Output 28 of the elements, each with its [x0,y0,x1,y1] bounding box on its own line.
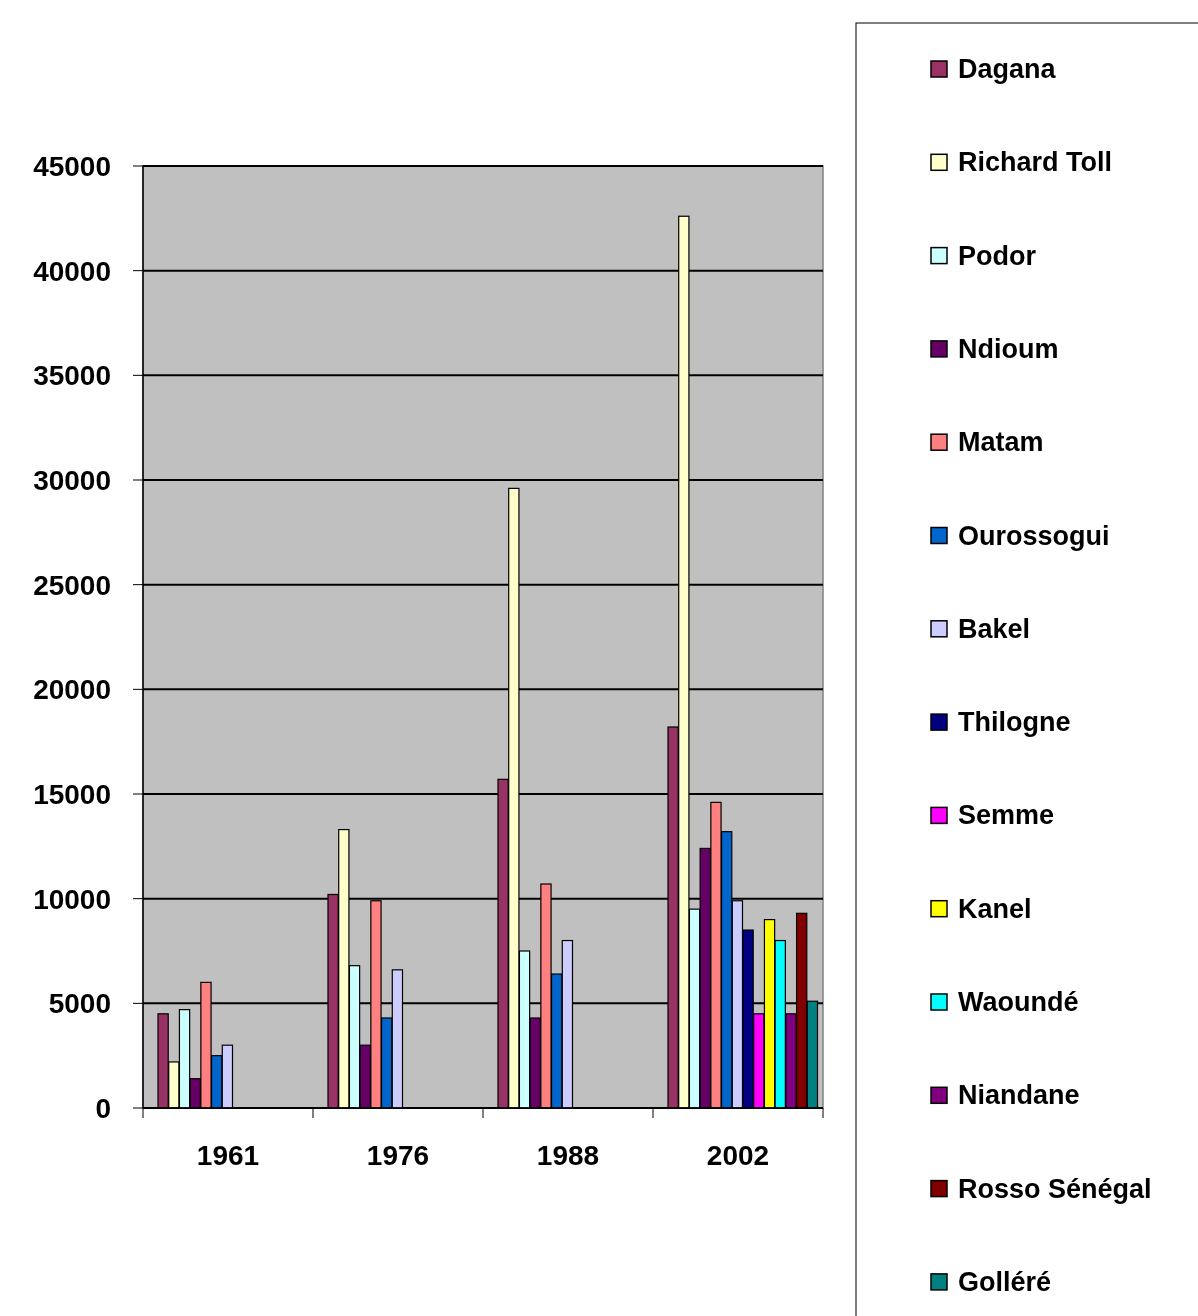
legend-label: Podor [958,240,1037,271]
legend-label: Ndioum [958,333,1059,364]
y-tick-label: 40000 [33,255,111,287]
x-tick-label: 1961 [196,1140,260,1171]
y-tick-label: 0 [95,1093,111,1124]
y-tick-label: 30000 [33,465,111,496]
legend-label: Bakel [958,613,1031,644]
y-tick-label: 45000 [33,151,111,182]
y-tick-label: 10000 [33,883,111,915]
y-tick-label: 5000 [48,988,111,1020]
y-tick-label: 35000 [33,360,111,392]
legend-label: Ourossogui [958,520,1110,551]
y-tick-label: 15000 [33,779,111,810]
x-tick-label: 1988 [536,1140,600,1171]
legend-label: Dagana [958,54,1057,84]
x-tick-label: 2002 [706,1140,770,1171]
legend-label: Kanel [958,893,1032,924]
legend-label: Semme [958,800,1055,831]
legend-label: Golléré [958,1266,1052,1297]
legend-label: Thilogne [958,707,1071,738]
x-tick-label: 1976 [366,1140,430,1171]
legend-label: Matam [958,427,1044,458]
legend-label: Niandane [958,1080,1080,1111]
legend-label: Rosso Sénégal [958,1173,1152,1204]
legend-label: Waoundé [958,987,1079,1017]
y-tick-label: 25000 [33,569,111,601]
y-tick-label: 20000 [33,674,111,706]
legend-label: Richard Toll [958,147,1113,178]
